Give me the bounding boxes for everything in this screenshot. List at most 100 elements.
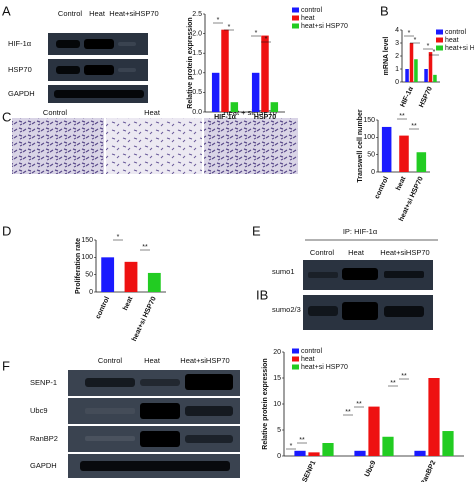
significance-label: ** xyxy=(411,123,417,130)
column-label: Control xyxy=(58,9,83,18)
bar xyxy=(409,43,414,82)
y-tick-label: 0.0 xyxy=(192,109,202,116)
column-label: Heat xyxy=(89,9,106,18)
panel-label: F xyxy=(2,358,10,373)
y-tick-label: 50 xyxy=(85,272,93,279)
row-label: HSP70 xyxy=(8,65,32,74)
bar xyxy=(294,450,306,456)
y-tick-label: 1.5 xyxy=(192,50,202,57)
bar xyxy=(261,35,269,113)
significance-label: ** xyxy=(345,409,351,416)
row-label: GAPDH xyxy=(8,89,35,98)
y-tick-label: 100 xyxy=(363,134,375,141)
legend-swatch xyxy=(292,15,299,21)
blot-e: IP: HIF-1α Control Heat Heat+siHSP70 IB … xyxy=(256,227,438,330)
row-label: SENP-1 xyxy=(30,378,57,387)
y-axis-label: Proliferation rate xyxy=(75,238,82,294)
x-tick-label: Ubc9 xyxy=(364,460,378,479)
column-label: Control xyxy=(98,356,123,365)
y-tick-label: 0 xyxy=(277,453,281,460)
significance-label: * xyxy=(117,234,120,241)
y-tick-label: 1 xyxy=(395,66,399,73)
significance-label: * xyxy=(217,17,220,24)
bar xyxy=(124,261,138,292)
significance-label: * xyxy=(408,30,411,37)
ip-label: IP: HIF-1α xyxy=(343,227,378,236)
transwell-images: Control Heat Heat + siHSP70 xyxy=(12,108,298,174)
row-label: RanBP2 xyxy=(30,434,58,443)
y-tick-label: 100 xyxy=(81,254,93,261)
x-tick-label: control xyxy=(374,176,390,201)
bar xyxy=(442,431,454,456)
bar xyxy=(414,59,418,82)
y-tick-label: 3 xyxy=(395,40,399,47)
bar xyxy=(433,74,437,82)
significance-label: * xyxy=(228,24,231,31)
legend-label: control xyxy=(445,29,466,36)
significance-label: * xyxy=(427,43,430,50)
row-label: sumo1 xyxy=(272,267,295,276)
y-axis-label: Relative protein expression xyxy=(262,358,269,449)
bar xyxy=(211,72,220,112)
legend-swatch xyxy=(292,348,299,354)
row-label: HIF-1α xyxy=(8,39,32,48)
y-axis-label: Transwell cell number xyxy=(357,109,364,182)
column-label: Heat xyxy=(144,108,161,117)
legend-swatch xyxy=(292,364,299,370)
bar xyxy=(270,102,279,112)
legend-swatch xyxy=(436,45,443,51)
significance-label: * xyxy=(265,36,268,43)
x-tick-label: heat xyxy=(395,175,408,192)
y-tick-label: 2.0 xyxy=(192,30,202,37)
bar xyxy=(399,135,409,172)
column-label: Heat + siHSP70 xyxy=(223,108,277,117)
legend-label: heat+si HSP70 xyxy=(301,364,348,371)
y-tick-label: 10 xyxy=(273,401,281,408)
column-label: Heat xyxy=(144,356,161,365)
significance-label: ** xyxy=(299,437,305,444)
x-tick-label: heat+si HSP70 xyxy=(131,296,158,343)
legend-swatch xyxy=(436,37,443,43)
blot-a: Control Heat Heat+siHSP70 HIF-1α HSP70 G… xyxy=(8,9,159,103)
column-label: Control xyxy=(43,108,68,117)
legend-label: control xyxy=(301,7,322,14)
y-axis-label: mRNA level xyxy=(383,37,390,76)
y-tick-label: 5 xyxy=(277,427,281,434)
blot-f: Control Heat Heat+siHSP70 SENP-1 Ubc9 Ra… xyxy=(30,356,240,478)
panel-label: D xyxy=(2,223,11,238)
x-tick-label: heat xyxy=(122,295,135,312)
x-tick-label: control xyxy=(95,296,111,321)
significance-label: * xyxy=(255,30,258,37)
significance-label: ** xyxy=(142,244,148,251)
significance-label: ** xyxy=(356,401,362,408)
bar xyxy=(322,443,334,456)
significance-label: ** xyxy=(399,113,405,120)
bar xyxy=(368,406,380,456)
y-tick-label: 2.5 xyxy=(192,11,202,18)
x-tick-label: HSP70 xyxy=(254,114,276,121)
y-tick-label: 1.0 xyxy=(192,70,202,77)
y-tick-label: 2 xyxy=(395,53,399,60)
y-tick-label: 15 xyxy=(273,375,281,382)
y-axis-label: Relative protein expression xyxy=(187,17,194,108)
bar xyxy=(381,126,392,172)
bar xyxy=(308,452,320,456)
y-tick-label: 4 xyxy=(395,27,399,34)
legend-label: heat+si HSP70 xyxy=(301,23,348,30)
bar xyxy=(101,257,115,292)
significance-label: ** xyxy=(401,373,407,380)
significance-label: ** xyxy=(390,380,396,387)
legend-label: heat xyxy=(301,356,315,363)
bar xyxy=(428,378,440,456)
y-tick-label: 20 xyxy=(273,349,281,356)
x-tick-label: SENP1 xyxy=(301,460,317,482)
bar xyxy=(147,272,161,292)
x-tick-label: HIF-1α xyxy=(214,114,237,121)
y-tick-label: 0 xyxy=(371,169,375,176)
legend-label: control xyxy=(301,348,322,355)
legend-swatch xyxy=(292,356,299,362)
y-tick-label: 0 xyxy=(89,289,93,296)
row-label: Ubc9 xyxy=(30,406,48,415)
legend-swatch xyxy=(292,23,299,29)
